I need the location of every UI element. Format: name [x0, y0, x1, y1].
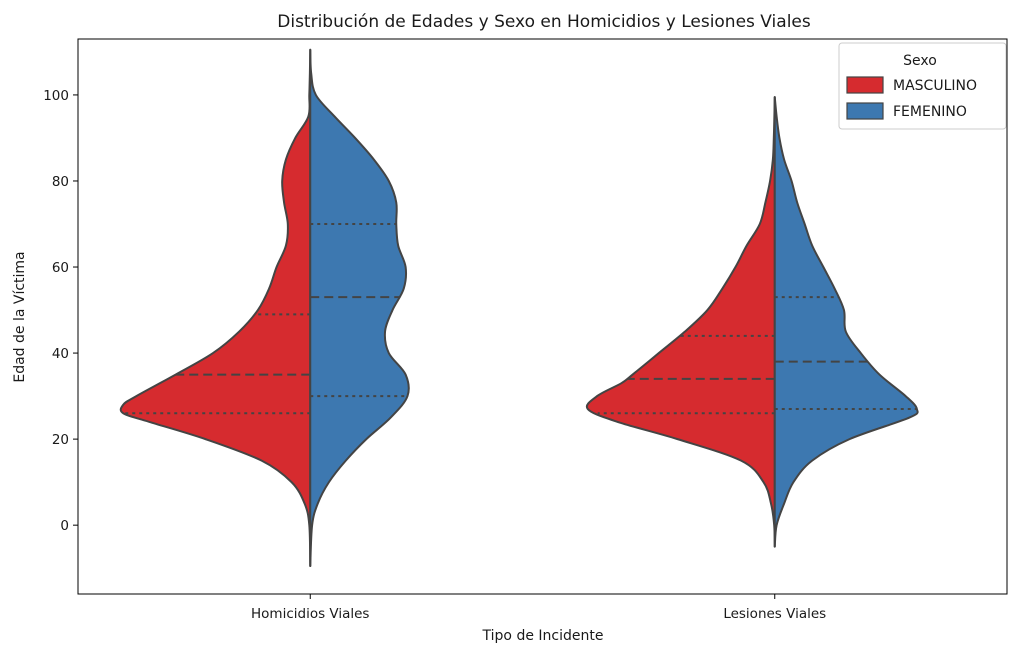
legend-swatch-masculino: [846, 76, 884, 94]
y-tick-label: 40: [52, 346, 69, 362]
violin-femenino-1: [773, 96, 919, 548]
violin-femenino-0: [309, 48, 410, 568]
legend-title: Sexo: [903, 53, 937, 69]
x-axis-label: Tipo de Incidente: [482, 628, 604, 644]
x-tick-label: Homicidios Viales: [251, 606, 369, 622]
violin-masculino-1: [585, 96, 776, 548]
y-tick-label: 100: [43, 88, 69, 104]
y-axis: 0 20 40 60 80 100: [43, 88, 78, 534]
violins-layer: [119, 48, 919, 568]
violin-masculino-0: [119, 48, 312, 568]
x-axis: Homicidios Viales Lesiones Viales: [251, 594, 826, 622]
legend-entries: MASCULINO FEMENINO: [846, 76, 977, 120]
y-tick-label: 80: [52, 174, 69, 190]
legend-label-masculino: MASCULINO: [893, 78, 977, 94]
legend: Sexo MASCULINO FEMENINO: [838, 42, 1007, 130]
plot-frame: [77, 38, 1008, 595]
y-tick-label: 20: [52, 432, 69, 448]
legend-swatch-femenino: [846, 102, 884, 120]
y-tick-label: 60: [52, 260, 69, 276]
chart-title: Distribución de Edades y Sexo en Homicid…: [277, 12, 811, 32]
y-axis-label: Edad de la Víctima: [12, 251, 28, 382]
legend-label-femenino: FEMENINO: [893, 104, 967, 120]
y-tick-label: 0: [60, 518, 69, 534]
x-tick-label: Lesiones Viales: [723, 606, 826, 622]
quartile-lines-layer: [123, 223, 917, 415]
